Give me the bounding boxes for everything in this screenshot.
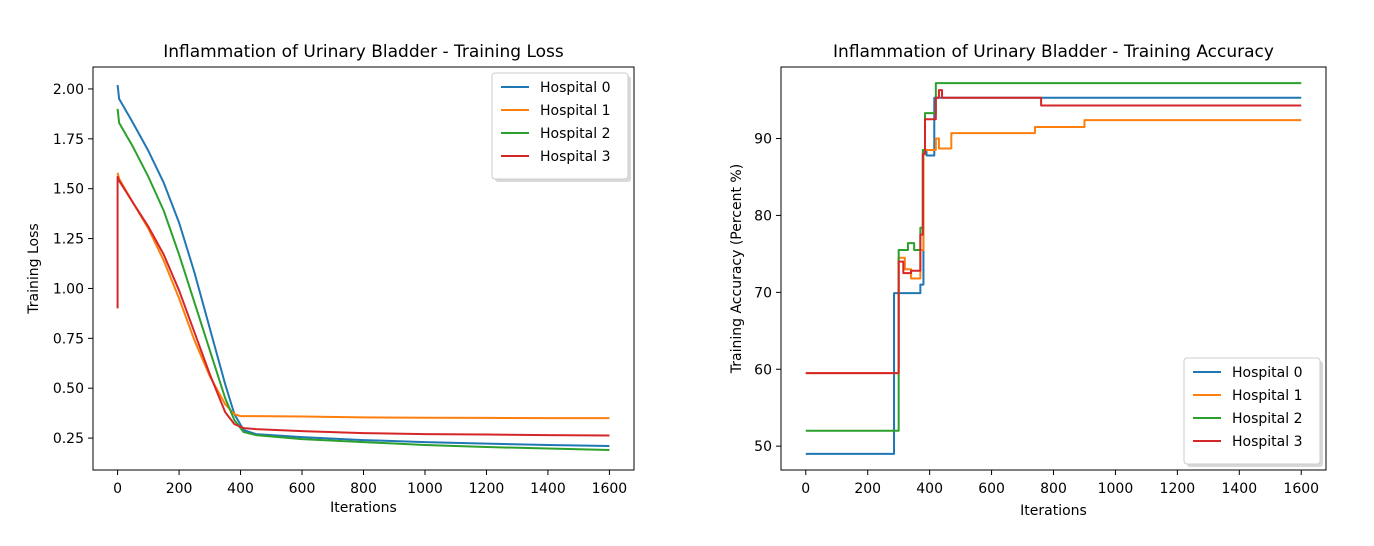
- series-line-hospital-3: [116, 175, 610, 437]
- x-tick-label: 1000: [407, 481, 443, 497]
- legend-label: Hospital 3: [540, 149, 610, 165]
- legend: Hospital 0 Hospital 1 Hospital 2 Hospital 3: [1183, 357, 1323, 467]
- y-tick-label: 0.50: [53, 381, 84, 397]
- x-tick-label: 1400: [1221, 481, 1257, 497]
- x-tick-label: 1200: [469, 481, 505, 497]
- x-tick-label: 800: [350, 481, 377, 497]
- y-tick-label: 80: [754, 208, 772, 224]
- x-tick-label: 1400: [530, 481, 566, 497]
- legend-box: [1183, 357, 1321, 465]
- x-tick-label: 600: [289, 481, 316, 497]
- y-tick-label: 70: [754, 285, 772, 301]
- y-tick-label: 2.00: [53, 82, 84, 98]
- x-tick-label: 1600: [592, 481, 628, 497]
- y-tick-label: 60: [754, 362, 772, 378]
- x-tick-label: 600: [978, 481, 1005, 497]
- legend-label: Hospital 2: [540, 126, 610, 142]
- x-tick-label: 1000: [1098, 481, 1134, 497]
- legend-box: [491, 72, 629, 180]
- training-loss-chart: Inflammation of Urinary Bladder - Traini…: [26, 42, 635, 516]
- x-tick-label: 200: [854, 481, 881, 497]
- y-tick-label: 1.00: [53, 281, 84, 297]
- x-tick-label: 400: [227, 481, 254, 497]
- chart-title: Inflammation of Urinary Bladder - Traini…: [833, 42, 1274, 62]
- legend: Hospital 0 Hospital 1 Hospital 2 Hospital 3: [491, 72, 631, 182]
- x-tick-label: 1600: [1283, 481, 1319, 497]
- x-axis-label: Iterations: [330, 500, 397, 516]
- x-tick-label: 1200: [1160, 481, 1196, 497]
- legend-label: Hospital 1: [1232, 388, 1302, 404]
- y-tick-label: 50: [754, 439, 772, 455]
- legend-label: Hospital 0: [540, 80, 610, 96]
- y-tick-label: 1.50: [53, 182, 84, 198]
- y-axis-label: Training Accuracy (Percent %): [729, 164, 745, 374]
- series-line-hospital-1: [805, 119, 1302, 375]
- y-tick-label: 1.75: [53, 132, 84, 148]
- legend-label: Hospital 0: [1232, 365, 1302, 381]
- series-lines: [805, 82, 1302, 455]
- series-line-hospital-2: [116, 108, 610, 452]
- training-accuracy-chart: Inflammation of Urinary Bladder - Traini…: [729, 42, 1327, 519]
- y-tick-label: 90: [754, 132, 772, 148]
- x-tick-label: 0: [801, 481, 810, 497]
- legend-label: Hospital 1: [540, 103, 610, 119]
- y-tick-label: 0.75: [53, 331, 84, 347]
- legend-label: Hospital 3: [1232, 434, 1302, 450]
- y-axis-label: Training Loss: [26, 223, 42, 314]
- chart-title: Inflammation of Urinary Bladder - Traini…: [163, 42, 564, 62]
- y-tick-label: 0.25: [53, 431, 84, 447]
- series-line-hospital-3: [805, 89, 1302, 375]
- x-tick-label: 400: [916, 481, 943, 497]
- x-axis-label: Iterations: [1020, 503, 1087, 519]
- x-tick-label: 200: [166, 481, 193, 497]
- series-line-hospital-0: [116, 84, 610, 448]
- x-tick-label: 800: [1040, 481, 1067, 497]
- x-tick-label: 0: [113, 481, 122, 497]
- series-lines: [116, 84, 610, 452]
- legend-label: Hospital 2: [1232, 411, 1302, 427]
- y-tick-label: 1.25: [53, 232, 84, 248]
